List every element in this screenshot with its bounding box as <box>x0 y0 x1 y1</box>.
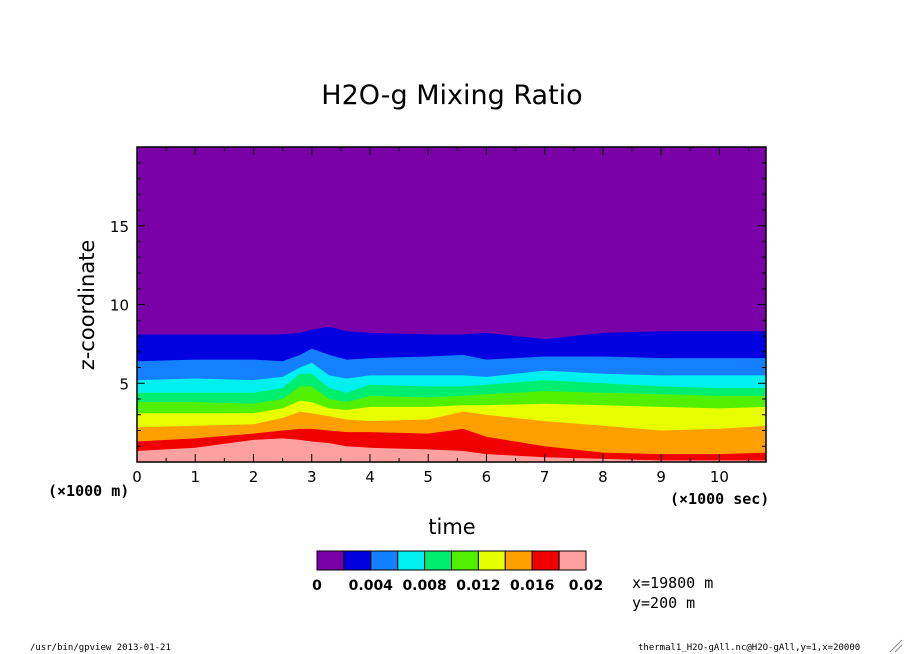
colorbar-swatch <box>558 550 587 571</box>
colorbar-label: 0.004 <box>349 578 394 594</box>
footer-right: thermal1_H2O-gAll.nc@H2O-gAll,y=1,x=2000… <box>638 643 860 653</box>
x-tick-label: 9 <box>656 468 666 486</box>
colorbar-label: 0.016 <box>510 578 554 594</box>
x-tick-label: 6 <box>482 468 492 486</box>
colorbar-swatch <box>477 550 506 571</box>
x-tick-label: 1 <box>190 468 200 486</box>
chart-title: H2O-g Mixing Ratio <box>321 80 582 111</box>
x-unit-label: (×1000 sec) <box>670 490 769 508</box>
footer-left: /usr/bin/gpview 2013-01-21 <box>30 643 171 653</box>
colorbar-swatch <box>343 550 372 571</box>
x-tick-label: 8 <box>598 468 608 486</box>
colorbar-label: 0.012 <box>456 578 500 594</box>
colorbar-swatch <box>397 550 426 571</box>
x-tick-label: 2 <box>249 468 259 486</box>
colorbar-label: 0.02 <box>569 578 604 594</box>
x-tick-label: 7 <box>540 468 550 486</box>
axis-ticks: 0 1 2 3 4 5 6 7 8 9 10 5 10 15 <box>110 147 766 486</box>
annotation-x: x=19800 m <box>632 574 713 592</box>
y-unit-label: (×1000 m) <box>48 482 129 500</box>
colorbar-labels: 0 0.004 0.008 0.012 0.016 0.02 <box>312 578 603 594</box>
contour-band-9 <box>137 438 766 462</box>
y-tick-label: 10 <box>110 297 129 315</box>
colorbar-swatch <box>531 550 560 571</box>
colorbar-label: 0 <box>312 578 322 594</box>
colorbar-swatch <box>370 550 399 571</box>
contour-fill <box>137 147 766 462</box>
x-tick-label: 5 <box>423 468 433 486</box>
y-axis-label: z-coordinate <box>75 240 99 371</box>
y-tick-label: 5 <box>119 375 129 393</box>
resize-grip-icon[interactable] <box>889 639 903 653</box>
x-tick-label: 4 <box>365 468 375 486</box>
colorbar-swatch <box>424 550 453 571</box>
x-axis-label: time <box>428 515 475 539</box>
y-tick-label: 15 <box>110 218 129 236</box>
x-tick-label: 0 <box>132 468 142 486</box>
colorbar-label: 0.008 <box>402 578 446 594</box>
colorbar-swatch <box>451 550 479 571</box>
x-tick-label: 10 <box>710 468 729 486</box>
colorbar-swatch <box>316 550 345 571</box>
annotation-y: y=200 m <box>632 594 695 612</box>
colorbar <box>316 550 587 571</box>
x-tick-label: 3 <box>307 468 317 486</box>
colorbar-swatch <box>504 550 533 571</box>
